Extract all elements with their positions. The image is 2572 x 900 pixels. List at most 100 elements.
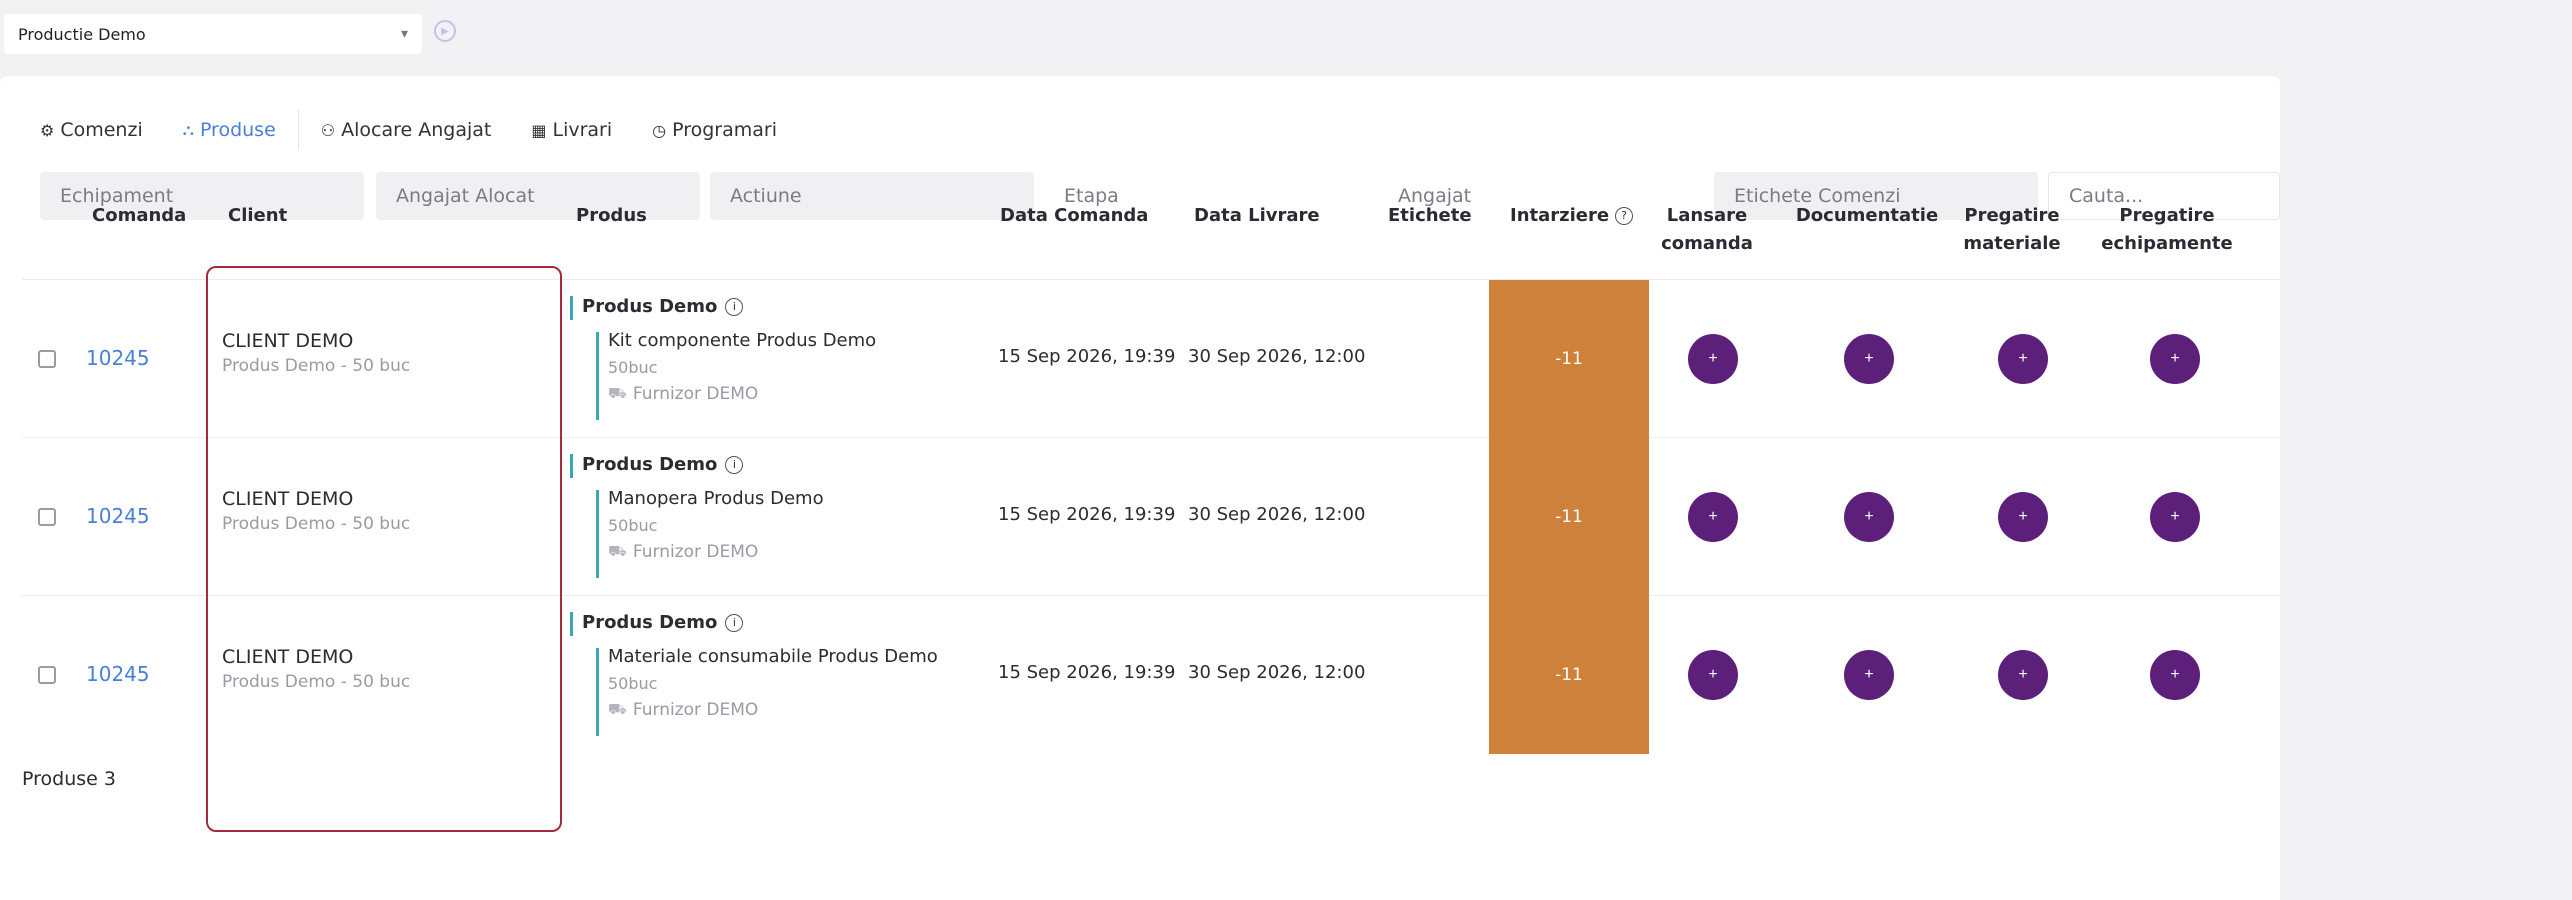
project-selector[interactable]: Productie Demo ▾ [4, 14, 422, 54]
product-item-bar [596, 648, 599, 736]
filter-etapa[interactable]: Etapa [1044, 172, 1368, 220]
order-link[interactable]: 10245 [86, 346, 150, 370]
client-subtitle: Produs Demo - 50 buc [222, 356, 411, 376]
col-pregatire-materiale[interactable]: Pregatire materiale [1952, 202, 2072, 258]
products-table: Comanda Client Produs Data Comanda Data … [22, 186, 2280, 754]
product-item-name: Kit componente Produs Demo [608, 330, 877, 351]
product-item-name: Materiale consumabile Produs Demo [608, 646, 938, 667]
info-icon[interactable]: i [725, 297, 744, 316]
product-name: Produs Demo [582, 612, 718, 633]
tab-bar: ⚙ Comenzi ⛬ Produse ⚇ Alocare Angajat ▦ … [40, 108, 817, 152]
col-etichete[interactable]: Etichete [1388, 205, 1472, 226]
client-subtitle: Produs Demo - 50 buc [222, 672, 411, 692]
calendar-grid-icon: ▦ [531, 120, 547, 140]
tab-produse[interactable]: ⛬ Produse [183, 119, 276, 141]
add-documentatie-button[interactable]: + [1844, 492, 1894, 542]
order-date: 15 Sep 2026, 19:39 [998, 662, 1176, 683]
supplier-name: Furnizor DEMO [632, 542, 759, 562]
delay-badge: -11 [1489, 596, 1649, 754]
tab-livrari[interactable]: ▦ Livrari [531, 119, 612, 141]
table-row[interactable]: 10245 CLIENT DEMO Produs Demo - 50 buc P… [22, 596, 2280, 754]
people-icon: ⚇ [320, 120, 336, 140]
main-card: ⚙ Comenzi ⛬ Produse ⚇ Alocare Angajat ▦ … [0, 76, 2280, 900]
order-link[interactable]: 10245 [86, 662, 150, 686]
add-materiale-button[interactable]: + [1998, 334, 2048, 384]
col-data-livrare[interactable]: Data Livrare [1194, 205, 1320, 226]
table-row[interactable]: 10245 CLIENT DEMO Produs Demo - 50 buc P… [22, 280, 2280, 438]
col-label-line: Pregatire [1964, 205, 2060, 226]
col-label-line: Pregatire [2119, 205, 2215, 226]
col-intarziere[interactable]: Intarziere ? [1510, 202, 1634, 230]
add-echipamente-button[interactable]: + [2150, 650, 2200, 700]
col-documentatie[interactable]: Documentatie [1795, 205, 1939, 226]
info-icon[interactable]: i [725, 455, 744, 474]
tab-label: Livrari [552, 119, 613, 141]
add-documentatie-button[interactable]: + [1844, 334, 1894, 384]
play-circle-icon[interactable]: ▶ [434, 20, 456, 42]
filter-label: Actiune [730, 185, 802, 207]
table-footer-count: Produse 3 [22, 768, 116, 790]
tab-label: Comenzi [60, 119, 143, 141]
tab-programari[interactable]: ◷ Programari [652, 119, 777, 141]
order-link[interactable]: 10245 [86, 504, 150, 528]
row-checkbox[interactable] [38, 666, 56, 684]
clock-icon: ◷ [652, 120, 667, 140]
gears-icon: ⚙ [40, 120, 55, 140]
search-input[interactable]: Cauta... [2048, 172, 2280, 220]
truck-icon: ⛟ [608, 384, 627, 402]
product-name: Produs Demo [582, 454, 718, 475]
col-client[interactable]: Client [228, 205, 288, 226]
add-echipamente-button[interactable]: + [2150, 334, 2200, 384]
add-lansare-button[interactable]: + [1688, 492, 1738, 542]
product-item-name: Manopera Produs Demo [608, 488, 824, 509]
add-materiale-button[interactable]: + [1998, 650, 2048, 700]
col-label-line: echipamente [2101, 233, 2233, 254]
col-lansare-comanda[interactable]: Lansare comanda [1652, 202, 1762, 258]
row-checkbox[interactable] [38, 508, 56, 526]
filter-angajat[interactable]: Angajat [1378, 172, 1702, 220]
filter-angajat-alocat[interactable]: Angajat Alocat [376, 172, 700, 220]
col-comanda[interactable]: Comanda [92, 205, 187, 226]
tab-alocare-angajat[interactable]: ⚇ Alocare Angajat [321, 119, 492, 141]
product-accent-bar [570, 454, 573, 478]
product-item-bar [596, 490, 599, 578]
truck-icon: ⛟ [608, 542, 627, 560]
product-quantity: 50buc [608, 516, 658, 535]
delay-badge: -11 [1489, 280, 1649, 438]
delivery-date: 30 Sep 2026, 12:00 [1188, 346, 1366, 367]
client-name: CLIENT DEMO [222, 488, 354, 510]
product-accent-bar [570, 612, 573, 636]
order-date: 15 Sep 2026, 19:39 [998, 504, 1176, 525]
tab-label: Produse [199, 119, 276, 141]
add-lansare-button[interactable]: + [1688, 650, 1738, 700]
col-intarziere-label: Intarziere [1510, 205, 1610, 226]
hierarchy-icon: ⛬ [182, 120, 194, 139]
filter-actiune[interactable]: Actiune [710, 172, 1034, 220]
supplier-name: Furnizor DEMO [632, 384, 759, 404]
search-placeholder: Cauta... [2069, 185, 2144, 207]
info-icon[interactable]: i [725, 613, 744, 632]
table-row[interactable]: 10245 CLIENT DEMO Produs Demo - 50 buc P… [22, 438, 2280, 596]
product-accent-bar [570, 296, 573, 320]
col-pregatire-echipamente[interactable]: Pregatire echipamente [2092, 202, 2242, 258]
delay-badge: -11 [1489, 438, 1649, 596]
col-produs[interactable]: Produs [576, 205, 647, 226]
add-lansare-button[interactable]: + [1688, 334, 1738, 384]
product-item-bar [596, 332, 599, 420]
filter-label: Angajat [1398, 185, 1472, 207]
filter-echipament[interactable]: Echipament [40, 172, 364, 220]
add-materiale-button[interactable]: + [1998, 492, 2048, 542]
row-checkbox[interactable] [38, 350, 56, 368]
product-title: Produs Demo i [582, 454, 744, 475]
add-echipamente-button[interactable]: + [2150, 492, 2200, 542]
product-title: Produs Demo i [582, 612, 744, 633]
col-data-comanda[interactable]: Data Comanda [1000, 205, 1149, 226]
product-supplier: ⛟ Furnizor DEMO [608, 700, 758, 720]
add-documentatie-button[interactable]: + [1844, 650, 1894, 700]
help-circle-icon[interactable]: ? [1615, 207, 1634, 225]
tab-comenzi[interactable]: ⚙ Comenzi [40, 119, 143, 141]
tab-divider [297, 110, 299, 150]
truck-icon: ⛟ [608, 700, 627, 718]
filter-etichete-comenzi[interactable]: Etichete Comenzi [1714, 172, 2038, 220]
page-background-right [2280, 0, 2572, 900]
